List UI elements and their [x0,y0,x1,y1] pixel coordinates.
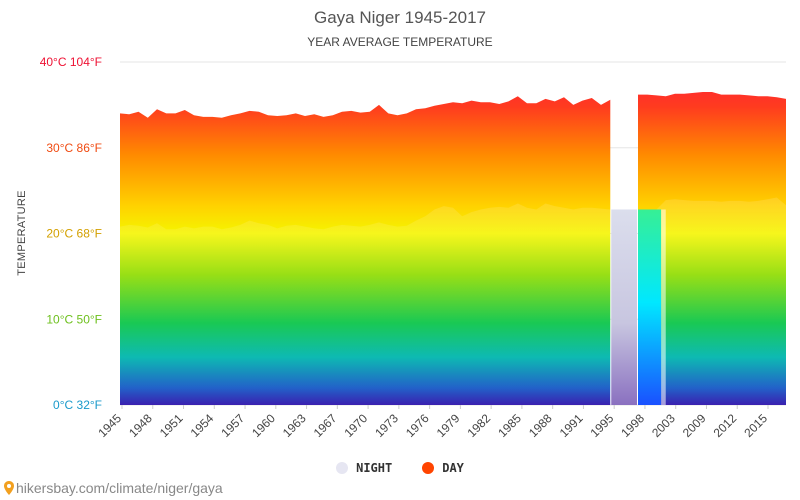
x-tick-label: 1991 [557,411,586,440]
x-tick-label: 1998 [618,411,647,440]
x-tick-label: 1995 [588,411,617,440]
x-tick-label: 1970 [341,411,370,440]
night-highlight-band [638,209,662,405]
chart-title: Gaya Niger 1945-2017 [314,8,486,27]
night-area [120,203,611,405]
y-tick-label: 40°C 104°F [40,55,102,69]
y-tick-label: 30°C 86°F [46,141,102,155]
x-tick-label: 1979 [434,411,463,440]
x-tick-label: 1988 [526,411,555,440]
source-text: hikersbay.com/climate/niger/gaya [16,480,223,496]
x-tick-label: 2009 [680,411,709,440]
y-axis-labels: 0°C 32°F 10°C 50°F 20°C 68°F 30°C 86°F 40°C … [40,55,102,412]
x-tick-label: 1954 [188,411,217,440]
night-area [638,197,786,405]
source-link[interactable]: hikersbay.com/climate/niger/gaya [4,480,223,496]
x-tick-label: 1976 [403,411,432,440]
x-tick-label: 1982 [464,411,493,440]
location-pin-icon [4,481,14,495]
y-axis-title: TEMPERATURE [16,190,28,276]
plot-areas [120,92,786,406]
x-tick-label: 2003 [649,411,678,440]
x-tick-label: 1973 [372,411,401,440]
x-tick-label: 1951 [157,411,186,440]
y-tick-label: 10°C 50°F [46,312,102,326]
x-axis-labels: 1945 1948 1951 1954 1957 1960 1963 1967 1970 1973… [95,405,770,440]
missing-data-band [611,209,637,405]
x-tick-label: 1960 [249,411,278,440]
legend-dot-day [422,462,435,474]
x-tick-label: 1957 [218,411,247,440]
x-tick-label: 2015 [741,411,770,440]
legend-item-night[interactable]: NIGHT [336,461,392,475]
chart-subtitle: YEAR AVERAGE TEMPERATURE [307,35,492,49]
night-gap-line [661,209,666,405]
legend-label-day: DAY [442,461,464,475]
x-tick-label: 1948 [126,411,155,440]
legend-dot-night [336,462,349,474]
legend: NIGHT DAY [0,461,800,475]
x-tick-label: 2012 [711,411,740,440]
y-tick-label: 20°C 68°F [46,227,102,241]
x-tick-label: 1963 [280,411,309,440]
legend-label-night: NIGHT [356,461,393,475]
x-tick-label: 1985 [495,411,524,440]
x-tick-label: 1945 [95,411,124,440]
x-tick-label: 1967 [311,411,340,440]
legend-item-day[interactable]: DAY [422,461,464,475]
y-tick-label: 0°C 32°F [53,398,102,412]
